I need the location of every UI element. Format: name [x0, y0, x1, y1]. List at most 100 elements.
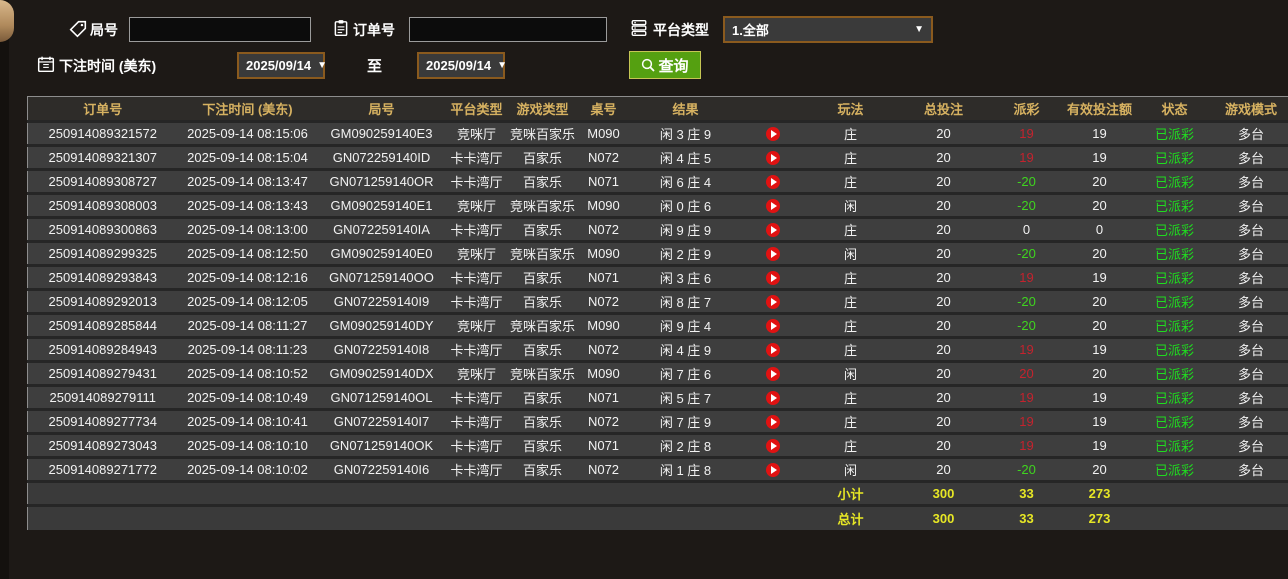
order-input[interactable]	[409, 17, 607, 42]
cell-round: GM090259140E0	[317, 240, 446, 266]
table-row: 250914089273043 2025-09-14 08:10:10 GN0712…	[27, 432, 1288, 458]
cell-total-bet: 20	[897, 120, 990, 146]
cell-payout: 19	[989, 120, 1064, 146]
cell-round: GN071259140OR	[317, 168, 446, 194]
cell-play	[741, 216, 804, 242]
cell-play	[741, 192, 804, 218]
cell-status: 已派彩	[1135, 408, 1214, 434]
cell-valid-bet: 19	[1063, 384, 1136, 410]
cell-order: 250914089321572	[27, 120, 178, 146]
cell-order: 250914089271772	[27, 456, 178, 482]
table-row: 250914089300863 2025-09-14 08:13:00 GN0722…	[27, 216, 1288, 242]
play-circle-icon[interactable]	[765, 295, 780, 310]
play-circle-icon[interactable]	[765, 391, 780, 406]
play-circle-icon[interactable]	[765, 367, 780, 382]
play-circle-icon[interactable]	[765, 319, 780, 334]
clipboard-icon	[332, 19, 350, 37]
play-circle-icon[interactable]	[765, 463, 780, 478]
cell-bet-side: 闲	[803, 192, 898, 218]
play-circle-icon[interactable]	[765, 223, 780, 238]
header-platform: 平台类型	[445, 96, 508, 122]
query-button[interactable]: 查询	[629, 51, 701, 79]
table-row: 250914089308003 2025-09-14 08:13:43 GM0902…	[27, 192, 1288, 218]
filter-bar: 局号 订单号 平台类型 1.全部 ▼ 下注时间 (美东) 2025/09/14 …	[9, 0, 1288, 96]
table-row: 250914089277734 2025-09-14 08:10:41 GN0722…	[27, 408, 1288, 434]
cell-order: 250914089279111	[27, 384, 178, 410]
cell-total-bet: 20	[897, 216, 990, 242]
cell-result: 闲 8 庄 7	[629, 288, 742, 314]
cell-total-bet: 20	[897, 144, 990, 170]
cell-platform: 卡卡湾厅	[445, 288, 508, 314]
cell-status: 已派彩	[1135, 360, 1214, 386]
cell-bet-side: 闲	[803, 360, 898, 386]
cell-round: GM090259140DY	[317, 312, 446, 338]
cell-total-bet: 20	[897, 408, 990, 434]
play-circle-icon[interactable]	[765, 247, 780, 262]
cell-result: 闲 5 庄 7	[629, 384, 742, 410]
server-stack-icon	[630, 19, 648, 37]
cell-round: GN072259140I9	[317, 288, 446, 314]
bet-time-label: 下注时间 (美东)	[59, 58, 157, 74]
cell-payout: -20	[989, 288, 1064, 314]
cell-result: 闲 2 庄 8	[629, 432, 742, 458]
cell-bet-time: 2025-09-14 08:10:41	[177, 408, 318, 434]
play-circle-icon[interactable]	[765, 415, 780, 430]
cell-platform: 卡卡湾厅	[445, 336, 508, 362]
cell-total-bet: 20	[897, 360, 990, 386]
header-game-mode: 游戏模式	[1213, 96, 1288, 122]
cell-game-type: 百家乐	[507, 216, 578, 242]
cell-total-bet: 20	[897, 240, 990, 266]
cell-table-no: N071	[577, 384, 630, 410]
platform-type-select[interactable]: 1.全部 ▼	[723, 16, 933, 43]
platform-type-value: 1.全部	[732, 23, 769, 38]
play-circle-icon[interactable]	[765, 127, 780, 142]
cell-round: GN071259140OO	[317, 264, 446, 290]
cell-table-no: N072	[577, 408, 630, 434]
cell-platform: 卡卡湾厅	[445, 456, 508, 482]
cell-game-type: 百家乐	[507, 144, 578, 170]
cell-result: 闲 3 庄 9	[629, 120, 742, 146]
cell-play	[741, 408, 804, 434]
cell-result: 闲 7 庄 6	[629, 360, 742, 386]
cell-bet-side: 庄	[803, 288, 898, 314]
cell-game-mode: 多台	[1213, 456, 1288, 482]
cell-result: 闲 0 庄 6	[629, 192, 742, 218]
cell-bet-side: 庄	[803, 120, 898, 146]
cell-result: 闲 6 庄 4	[629, 168, 742, 194]
cell-payout: 19	[989, 144, 1064, 170]
cell-status: 已派彩	[1135, 456, 1214, 482]
cell-game-mode: 多台	[1213, 168, 1288, 194]
cell-round: GN072259140I6	[317, 456, 446, 482]
cell-payout: -20	[989, 168, 1064, 194]
cell-order: 250914089285844	[27, 312, 178, 338]
cell-platform: 竞咪厅	[445, 240, 508, 266]
cell-game-type: 百家乐	[507, 336, 578, 362]
table-row: 250914089308727 2025-09-14 08:13:47 GN0712…	[27, 168, 1288, 194]
play-circle-icon[interactable]	[765, 343, 780, 358]
play-circle-icon[interactable]	[765, 175, 780, 190]
play-circle-icon[interactable]	[765, 271, 780, 286]
cell-table-no: N071	[577, 168, 630, 194]
date-to-select[interactable]: 2025/09/14 ▼	[417, 52, 507, 79]
cell-table-no: M090	[577, 360, 630, 386]
header-status: 状态	[1135, 96, 1214, 122]
drawer-handle[interactable]	[0, 0, 14, 42]
table-header-row: 订单号 下注时间 (美东) 局号 平台类型 游戏类型 桌号 结果 玩法 总投注 …	[27, 96, 1288, 122]
cell-bet-side: 庄	[803, 312, 898, 338]
cell-payout: 19	[989, 432, 1064, 458]
cell-round: GM090259140DX	[317, 360, 446, 386]
cell-game-type: 竞咪百家乐	[507, 192, 578, 218]
cell-bet-time: 2025-09-14 08:11:27	[177, 312, 318, 338]
play-circle-icon[interactable]	[765, 199, 780, 214]
cell-table-no: M090	[577, 240, 630, 266]
round-input[interactable]	[129, 17, 311, 42]
play-circle-icon[interactable]	[765, 439, 780, 454]
cell-game-mode: 多台	[1213, 312, 1288, 338]
cell-valid-bet: 20	[1063, 192, 1136, 218]
cell-payout: -20	[989, 312, 1064, 338]
total-spacer	[27, 504, 804, 530]
cell-status: 已派彩	[1135, 432, 1214, 458]
date-from-select[interactable]: 2025/09/14 ▼	[237, 52, 327, 79]
total-label: 总计	[803, 504, 898, 530]
play-circle-icon[interactable]	[765, 151, 780, 166]
